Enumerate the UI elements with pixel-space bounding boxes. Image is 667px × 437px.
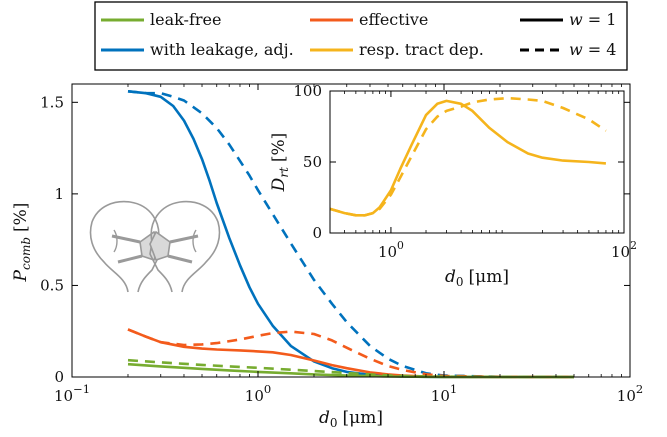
main-chart: 10−1 100 101 102 0 0.5 1 1.5 d0 [μm] Pcomb[%] (11, 83, 643, 430)
legend-box (94, 1, 628, 71)
inset-x-label: d0 [μm] (445, 267, 509, 289)
y-tick-label: 1.5 (40, 93, 64, 111)
x-tick-label: 102 (611, 239, 637, 261)
legend-item: w = 4 (520, 40, 616, 59)
legend-item: leak-free (101, 10, 221, 29)
legend-item: effective (310, 10, 428, 29)
legend: leak-free effective w = 1 with leakage, adj… (94, 1, 628, 71)
main-axes-box (71, 83, 631, 378)
legend-item: resp. tract dep. (310, 40, 484, 59)
main-y-label: Pcomb[%] (11, 203, 33, 283)
inset-chart: 100 102 0 50 100 d0 [μm] Drt[%] (269, 82, 637, 289)
legend-label: w = 1 (569, 10, 616, 29)
y-tick-label: 0 (312, 224, 322, 242)
y-tick-label: 0 (54, 368, 64, 386)
legend-label: w = 4 (569, 40, 616, 59)
head-with-mask-icon (149, 200, 221, 293)
main-x-label: d0 [μm] (319, 408, 383, 430)
series-line-effective-w1 (127, 328, 574, 379)
x-tick-label: 101 (431, 382, 457, 405)
y-tick-label: 50 (303, 153, 322, 171)
legend-item: w = 1 (520, 10, 616, 29)
legend-item: with leakage, adj. (101, 40, 294, 59)
y-tick-label: 0.5 (40, 276, 64, 294)
series-line-leak-free-w1 (127, 362, 574, 379)
y-tick-label: 100 (293, 82, 322, 100)
series-line-with-leakage-adj--w4 (127, 90, 575, 379)
x-tick-label: 100 (378, 239, 404, 261)
inset-y-label: Drt[%] (269, 133, 291, 193)
legend-label: with leakage, adj. (150, 40, 294, 59)
x-tick-label: 102 (617, 382, 643, 405)
legend-label: leak-free (150, 10, 221, 29)
x-tick-label: 10−1 (54, 382, 90, 405)
legend-label: effective (359, 10, 428, 29)
head-with-mask-icon (89, 200, 161, 293)
legend-label: resp. tract dep. (359, 40, 484, 59)
x-tick-label: 100 (245, 382, 271, 405)
series-line-resp-tract-dep--w4 (329, 96, 607, 217)
series-line-effective-w4 (127, 328, 575, 379)
y-tick-label: 1 (54, 185, 64, 203)
